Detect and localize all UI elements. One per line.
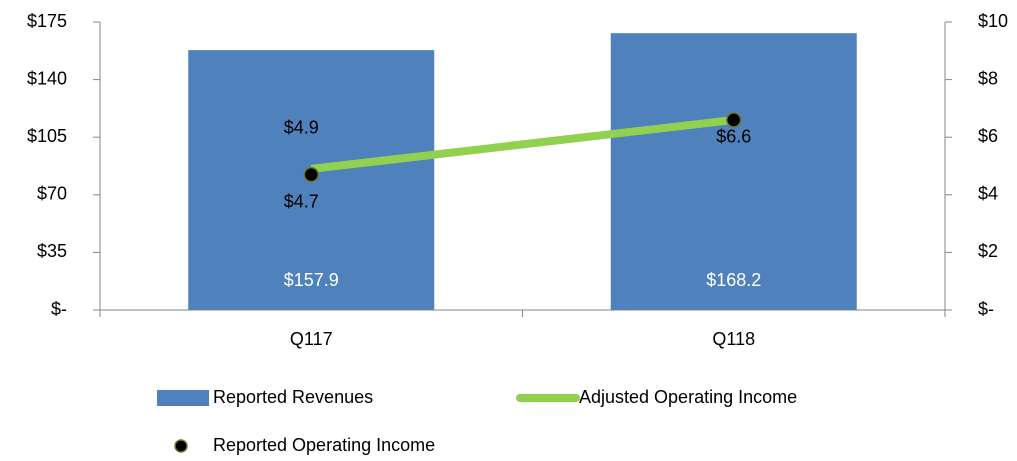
- bar: [610, 33, 857, 310]
- point: [726, 112, 742, 128]
- y-tick-label: $140: [27, 68, 67, 88]
- point-value-label: $6.6: [716, 127, 751, 147]
- legend-label: Reported Revenues: [213, 387, 373, 407]
- line: [310, 115, 735, 173]
- legend-label: Reported Operating Income: [213, 435, 435, 455]
- y2-tick-label: $-: [978, 299, 994, 319]
- y2-tick-label: $8: [978, 68, 998, 88]
- legend-swatch: [174, 439, 188, 453]
- legend-label: Adjusted Operating Income: [579, 387, 797, 407]
- y2-tick-label: $6: [978, 126, 998, 146]
- y-tick-label: $175: [27, 11, 67, 31]
- y-tick-label: $105: [27, 126, 67, 146]
- legend-swatch: [157, 390, 209, 406]
- y2-tick-label: $2: [978, 241, 998, 261]
- line-value-label: $4.9: [284, 118, 319, 138]
- x-tick-label: Q118: [712, 329, 755, 349]
- y2-tick-label: $4: [978, 184, 998, 204]
- bar-value-label: $157.9: [284, 270, 339, 290]
- bar-value-label: $168.2: [706, 270, 761, 290]
- y-tick-label: $70: [37, 184, 67, 204]
- y2-tick-label: $10: [978, 11, 1008, 31]
- y-tick-label: $35: [37, 241, 67, 261]
- point-value-label: $4.7: [284, 191, 319, 211]
- point: [303, 166, 319, 183]
- y-tick-label: $-: [51, 299, 67, 319]
- x-tick-label: Q117: [290, 329, 333, 349]
